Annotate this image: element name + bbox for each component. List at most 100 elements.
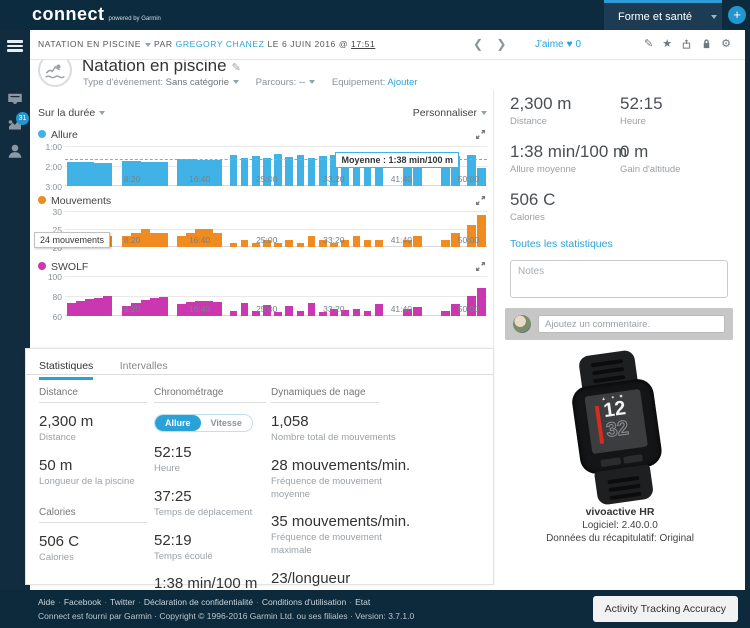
mouvements-bar[interactable] bbox=[440, 239, 450, 247]
swolf-bar[interactable] bbox=[285, 306, 294, 316]
edit-title-icon[interactable]: ✎ bbox=[231, 62, 241, 74]
allure-bar[interactable] bbox=[75, 162, 85, 186]
swolf-bar[interactable] bbox=[204, 301, 214, 316]
allure-bar[interactable] bbox=[122, 160, 132, 186]
mouvements-bar[interactable] bbox=[194, 229, 205, 247]
profile-icon[interactable] bbox=[6, 142, 24, 160]
like-button[interactable]: J'aime 0 bbox=[535, 39, 581, 50]
allure-bar[interactable] bbox=[476, 167, 487, 186]
mouvements-bar[interactable] bbox=[466, 225, 477, 247]
mouvements-bar[interactable] bbox=[476, 214, 487, 247]
favorite-star-icon[interactable]: ★ bbox=[662, 38, 673, 50]
allure-bar[interactable] bbox=[319, 156, 327, 186]
allure-bar[interactable] bbox=[204, 160, 214, 186]
footer-link[interactable]: Conditions d'utilisation bbox=[261, 596, 347, 607]
allure-bar[interactable] bbox=[296, 155, 305, 186]
mouvements-bar[interactable] bbox=[341, 239, 349, 247]
previous-activity-icon[interactable]: ❮ bbox=[473, 37, 484, 51]
mouvements-bar[interactable] bbox=[185, 232, 195, 247]
mouvements-bar[interactable] bbox=[374, 239, 383, 247]
activity-tracking-accuracy-button[interactable]: Activity Tracking Accuracy bbox=[592, 596, 738, 622]
swolf-bar[interactable] bbox=[374, 304, 383, 316]
expand-icon[interactable] bbox=[476, 130, 485, 142]
author-link[interactable]: GREGORY CHANEZ bbox=[175, 39, 265, 49]
mouvements-bar[interactable] bbox=[319, 239, 327, 247]
mouvements-bar[interactable] bbox=[204, 229, 214, 247]
expand-icon[interactable] bbox=[476, 262, 485, 274]
swolf-bar[interactable] bbox=[93, 298, 103, 316]
allure-bar[interactable] bbox=[263, 158, 271, 186]
allure-bar[interactable] bbox=[213, 160, 223, 186]
swolf-bar[interactable] bbox=[363, 311, 372, 316]
allure-bar[interactable] bbox=[66, 161, 76, 186]
footer-link[interactable]: Aide bbox=[38, 596, 56, 607]
pace-speed-toggle[interactable]: Allure Vitesse bbox=[154, 414, 253, 432]
mouvements-bar[interactable] bbox=[240, 239, 249, 247]
equipment-add[interactable]: Equipement: Ajouter bbox=[331, 77, 418, 88]
allure-bar[interactable] bbox=[131, 161, 141, 186]
mouvements-bar[interactable] bbox=[140, 229, 150, 247]
swolf-bar[interactable] bbox=[352, 309, 361, 316]
swolf-bar[interactable] bbox=[213, 302, 223, 316]
swolf-bar[interactable] bbox=[140, 300, 150, 316]
mouvements-bar[interactable] bbox=[263, 239, 271, 247]
swolf-bar[interactable] bbox=[440, 311, 450, 316]
nav-dropdown-caret[interactable] bbox=[706, 0, 722, 30]
privacy-lock-icon[interactable] bbox=[701, 38, 712, 50]
event-type-dropdown[interactable]: Type d'événement: Sans catégorie bbox=[83, 77, 239, 88]
allure-bar[interactable] bbox=[93, 162, 103, 186]
swolf-bar[interactable] bbox=[402, 309, 412, 316]
swolf-bar[interactable] bbox=[122, 306, 132, 316]
swolf-bar[interactable] bbox=[240, 303, 249, 316]
allure-bar[interactable] bbox=[341, 156, 349, 186]
mouvements-bar[interactable] bbox=[450, 232, 460, 247]
allure-bar[interactable] bbox=[176, 159, 186, 186]
course-dropdown[interactable]: Parcours: -- bbox=[256, 77, 316, 88]
mouvements-bar[interactable] bbox=[149, 232, 159, 247]
mouvements-bar[interactable] bbox=[251, 243, 260, 247]
expand-icon[interactable] bbox=[476, 196, 485, 208]
swolf-bar[interactable] bbox=[466, 296, 477, 316]
allure-bar[interactable] bbox=[84, 162, 94, 186]
footer-link[interactable]: Déclaration de confidentialité bbox=[143, 596, 254, 607]
swolf-bar[interactable] bbox=[102, 296, 113, 316]
allure-bar[interactable] bbox=[352, 155, 361, 186]
allure-bar[interactable] bbox=[140, 161, 150, 186]
menu-icon[interactable] bbox=[7, 40, 23, 52]
mouvements-bar[interactable] bbox=[412, 236, 422, 247]
allure-bar[interactable] bbox=[285, 157, 294, 186]
allure-bar[interactable] bbox=[102, 163, 113, 186]
allure-bar[interactable] bbox=[330, 154, 338, 186]
swolf-bar[interactable] bbox=[176, 304, 186, 316]
allure-bar[interactable] bbox=[450, 156, 460, 186]
swolf-bar[interactable] bbox=[251, 311, 260, 316]
swolf-bar[interactable] bbox=[185, 302, 195, 316]
toggle-vitesse[interactable]: Vitesse bbox=[200, 415, 252, 431]
swolf-bar[interactable] bbox=[149, 298, 159, 316]
add-button[interactable]: + bbox=[728, 6, 746, 24]
mouvements-bar[interactable] bbox=[307, 236, 316, 247]
swolf-bar[interactable] bbox=[274, 312, 282, 316]
swolf-bar[interactable] bbox=[476, 288, 487, 316]
swolf-bar[interactable] bbox=[194, 301, 205, 316]
swolf-bar[interactable] bbox=[319, 312, 327, 316]
footer-link[interactable]: Etat bbox=[355, 596, 371, 607]
mouvements-bar[interactable] bbox=[402, 239, 412, 247]
all-statistics-link[interactable]: Toutes les statistiques bbox=[510, 238, 613, 250]
mouvements-bar[interactable] bbox=[363, 239, 372, 247]
swolf-bar[interactable] bbox=[341, 310, 349, 316]
tab-statistiques[interactable]: Statistiques bbox=[39, 360, 94, 380]
allure-bar[interactable] bbox=[412, 156, 422, 186]
inbox-icon[interactable] bbox=[6, 90, 24, 108]
mouvements-bar[interactable] bbox=[213, 232, 223, 247]
swolf-bar[interactable] bbox=[84, 299, 94, 316]
tab-intervalles[interactable]: Intervalles bbox=[119, 360, 168, 372]
activity-time[interactable]: 17:51 bbox=[351, 39, 376, 49]
mouvements-bar[interactable] bbox=[158, 232, 168, 247]
allure-bar[interactable] bbox=[229, 155, 238, 186]
device-name[interactable]: vivoactive HR bbox=[585, 506, 655, 518]
allure-bar[interactable] bbox=[440, 157, 450, 186]
mouvements-bar[interactable] bbox=[131, 232, 141, 247]
mouvements-bar[interactable] bbox=[274, 243, 282, 247]
scrollbar-gutter[interactable] bbox=[745, 30, 750, 590]
